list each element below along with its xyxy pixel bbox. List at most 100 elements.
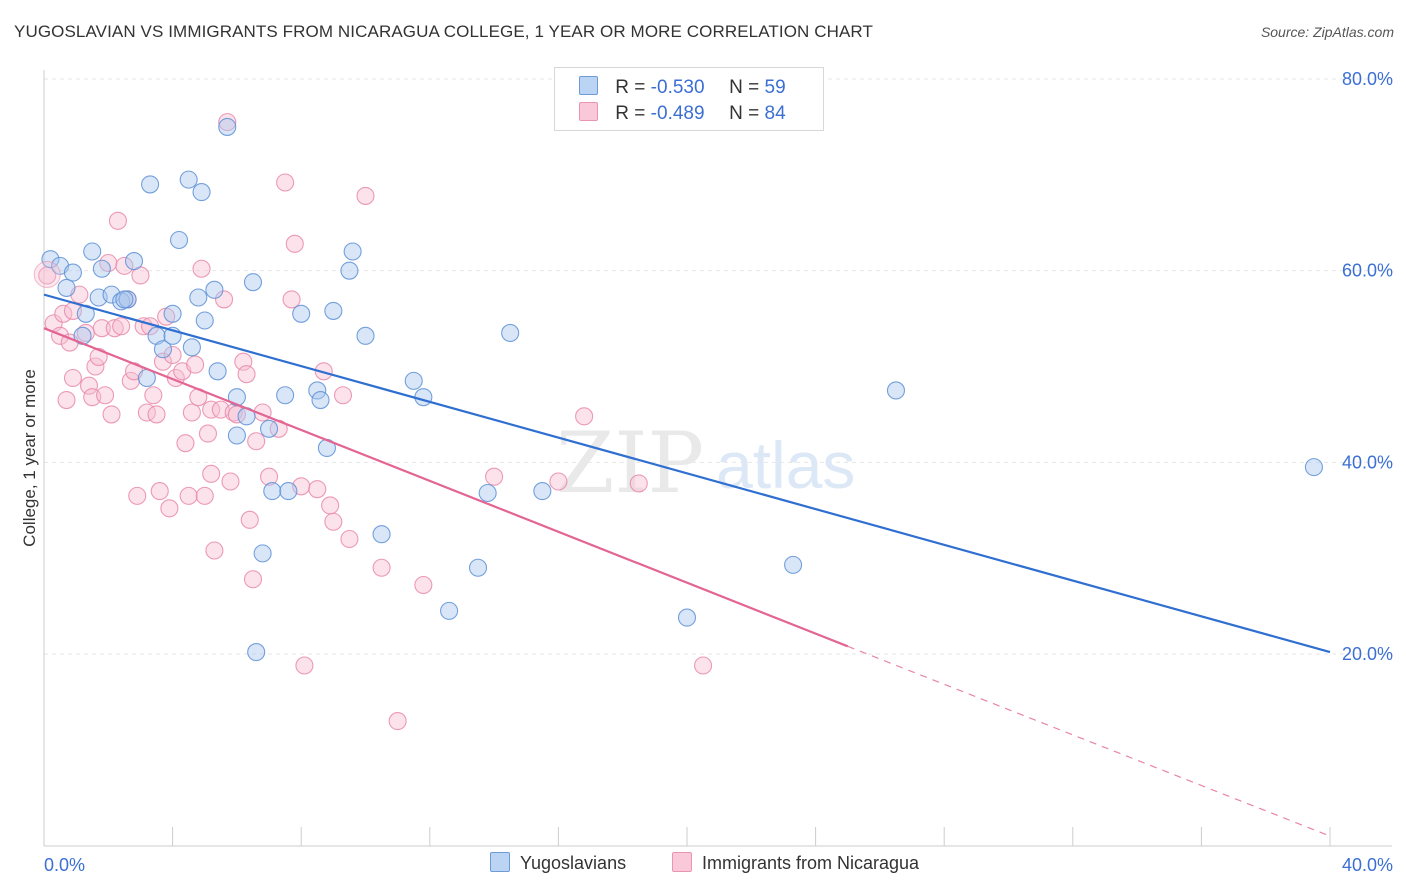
legend-n-value: 84 [764, 103, 786, 124]
yugoslavian-point [192, 183, 211, 202]
nicaragua-point [33, 261, 61, 288]
x-tick-label: 40.0% [1342, 855, 1393, 875]
nicaragua-point [285, 234, 304, 253]
nicaragua-point [108, 211, 127, 230]
source-label: Source: ZipAtlas.com [1260, 24, 1394, 40]
legend-r-label: R = [615, 77, 646, 98]
nicaragua-point [147, 405, 166, 424]
yugoslavian-point [259, 419, 279, 438]
yugoslavian-point [195, 311, 214, 330]
yugoslavian-point [677, 608, 697, 627]
nicaragua-point [259, 467, 279, 486]
y-axis-label: College, 1 year or more [20, 369, 39, 547]
yugoslavian-point [243, 273, 263, 292]
nicaragua-point [372, 558, 391, 577]
nicaragua-point [414, 575, 433, 595]
nicaragua-point [205, 541, 224, 560]
nicaragua-point [160, 499, 179, 518]
yugoslavian-point [189, 288, 208, 307]
legend-n-value: 59 [764, 77, 786, 98]
yugoslavian-point [57, 278, 76, 297]
nicaragua-point [282, 290, 301, 309]
yugoslavian-point [63, 263, 82, 282]
yugoslavian-point [886, 381, 906, 400]
nicaragua-point [176, 434, 195, 453]
nicaragua-point [629, 474, 648, 493]
watermark-atlas: atlas [716, 428, 855, 502]
yugoslavian-point [115, 290, 134, 309]
legend-r-label: R = [615, 103, 646, 124]
nicaragua-point [485, 467, 504, 486]
nicaragua-point [308, 480, 327, 499]
y-tick-label: 40.0% [1342, 452, 1393, 472]
yugoslavian-point [276, 386, 295, 405]
nicaragua-point [144, 386, 163, 405]
y-tick-label: 80.0% [1342, 69, 1393, 89]
nicaragua-point [276, 173, 295, 192]
nicaragua-point [128, 486, 147, 505]
nicaragua-point [51, 326, 70, 345]
nicaragua-point [105, 319, 124, 338]
nicaragua-point [575, 407, 594, 426]
yugoslavian-point [208, 362, 227, 381]
yugoslavian-point [141, 175, 160, 194]
nicaragua-trend-line [43, 327, 849, 648]
nicaragua-point [218, 113, 237, 132]
nicaragua-point [86, 357, 105, 376]
nicaragua-point [163, 345, 182, 365]
nicaragua-point [240, 510, 259, 529]
yugoslavian-point [404, 371, 423, 390]
yugoslavian-point [205, 280, 224, 299]
yugoslavian-point [263, 482, 282, 501]
yugoslavian-trend-line [43, 293, 1331, 654]
legend-swatch-blue [579, 76, 598, 95]
nicaragua-point [237, 365, 256, 384]
x-tick-label: 0.0% [44, 855, 85, 875]
legend-n-label: N = [729, 77, 760, 98]
tick-labels: 20.0% 40.0% 60.0% 80.0% 0.0% 40.0% [44, 69, 1393, 875]
yugoslavian-point [501, 323, 520, 343]
watermark: ZIP atlas [556, 414, 855, 512]
nicaragua-point [333, 386, 353, 405]
yugoslavian-point [112, 292, 131, 311]
yugoslavian-point [92, 259, 111, 278]
nicaragua-point [202, 464, 221, 483]
legend-n-label: N = [729, 103, 760, 124]
nicaragua-point [202, 400, 221, 419]
legend-row-yugoslavians: R = -0.530 N = 59 [579, 76, 786, 100]
bottom-legend-swatch-pink [672, 852, 692, 872]
yugoslavian-point [356, 326, 375, 345]
yugoslavian-point [163, 304, 182, 323]
bottom-legend-label: Yugoslavians [520, 853, 627, 873]
yugoslavian-point [292, 304, 311, 323]
yugoslavian-point [218, 117, 237, 136]
yugoslavian-point [227, 426, 246, 445]
legend-swatch-pink [579, 102, 598, 121]
nicaragua-point [324, 512, 343, 531]
yugoslavian-point [468, 558, 488, 577]
yugoslavian-point [784, 555, 803, 574]
yugoslavian-point [440, 601, 459, 620]
nicaragua-point [182, 403, 201, 422]
nicaragua-point [192, 259, 211, 278]
nicaragua-point [694, 656, 713, 675]
yugoslavian-point [372, 525, 391, 544]
bottom-legend-nicaragua: Immigrants from Nicaragua [672, 852, 919, 876]
chart-title: YUGOSLAVIAN VS IMMIGRANTS FROM NICARAGUA… [14, 22, 873, 41]
bottom-legend-label: Immigrants from Nicaragua [702, 853, 920, 873]
nicaragua-point [221, 472, 240, 491]
trend-lines [43, 293, 1331, 837]
nicaragua-point [247, 432, 266, 451]
yugoslavian-point [1304, 458, 1323, 477]
legend-row-nicaragua: R = -0.489 N = 84 [579, 102, 786, 126]
yugoslavian-point [279, 482, 298, 501]
y-tick-label: 60.0% [1342, 261, 1393, 281]
nicaragua-point [112, 317, 131, 336]
yugoslavian-point [533, 482, 552, 501]
bottom-legend-yugoslavians: Yugoslavians [490, 852, 626, 876]
watermark-zip: ZIP [556, 414, 704, 512]
yugoslavian-point [324, 301, 343, 320]
nicaragua-point [295, 656, 314, 675]
yugoslavian-point [340, 261, 359, 280]
nicaragua-point [57, 390, 76, 410]
